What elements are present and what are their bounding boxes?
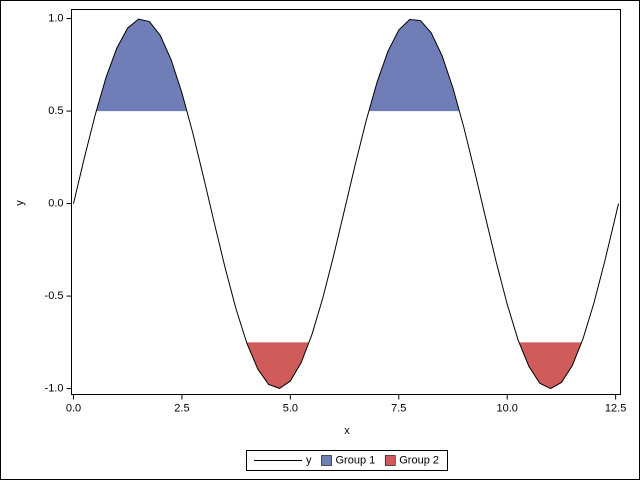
x-tick-label: 12.5 xyxy=(605,402,626,414)
legend-box xyxy=(246,450,448,471)
legend-label: Group 1 xyxy=(336,454,376,466)
x-tick-label: 7.5 xyxy=(391,402,406,414)
legend-label: y xyxy=(306,454,312,466)
axes: 0.0 2.5 5.0 7.5 10.0 12.5 -1.0 -0.5 0.0 0.5 1.0 xyxy=(45,12,627,414)
legend-label: Group 2 xyxy=(399,454,439,466)
x-tick-label: 5.0 xyxy=(283,402,298,414)
x-axis-label: x xyxy=(344,425,350,437)
band-area xyxy=(368,19,460,112)
band-area xyxy=(96,19,188,112)
legend-swatch xyxy=(384,455,396,466)
line xyxy=(73,18,619,390)
bands xyxy=(96,19,582,389)
y-tick-label: -1.0 xyxy=(45,382,64,394)
x-tick-label: 2.5 xyxy=(174,402,189,414)
y-tick-label: -0.5 xyxy=(45,290,64,302)
x-tick-label: 10.0 xyxy=(497,402,518,414)
lines xyxy=(73,18,619,390)
legend: y Group 1 Group 2 xyxy=(246,450,448,471)
y-tick-label: 0.0 xyxy=(48,197,63,209)
x-tick-label: 0.0 xyxy=(66,402,81,414)
band-area xyxy=(246,342,310,389)
band-area xyxy=(519,342,582,389)
y-axis-label: y xyxy=(14,200,26,206)
plot-frame xyxy=(71,9,621,395)
y-tick-label: 0.5 xyxy=(48,105,63,117)
y-tick-label: 1.0 xyxy=(48,12,63,24)
legend-swatch xyxy=(321,455,332,466)
